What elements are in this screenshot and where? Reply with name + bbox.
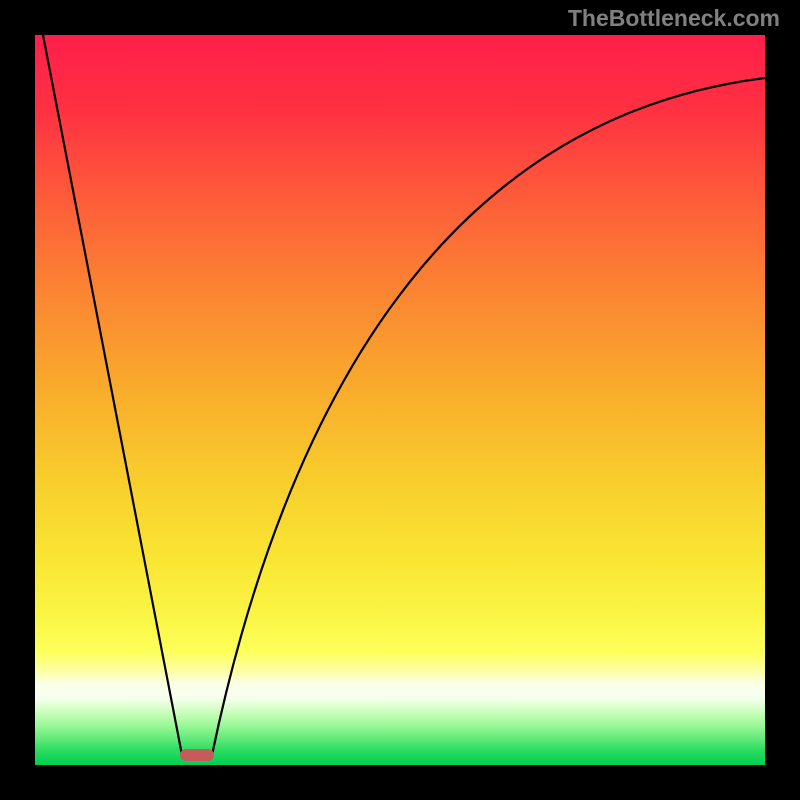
bottleneck-chart [0,0,800,800]
plot-gradient [35,35,765,765]
optimum-marker [180,749,214,761]
watermark-text: TheBottleneck.com [568,5,780,32]
